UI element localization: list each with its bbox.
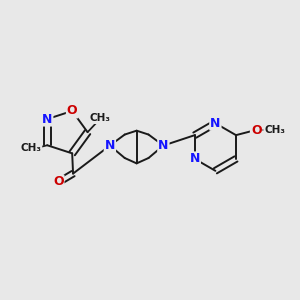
Text: N: N [158, 139, 169, 152]
Text: N: N [42, 112, 52, 126]
Text: CH₃: CH₃ [20, 143, 41, 153]
Text: N: N [190, 152, 200, 165]
Text: CH₃: CH₃ [264, 125, 285, 135]
Text: O: O [67, 104, 77, 118]
Text: O: O [251, 124, 262, 136]
Text: N: N [105, 139, 115, 152]
Text: O: O [53, 176, 64, 188]
Text: CH₃: CH₃ [90, 113, 111, 123]
Text: N: N [210, 117, 220, 130]
